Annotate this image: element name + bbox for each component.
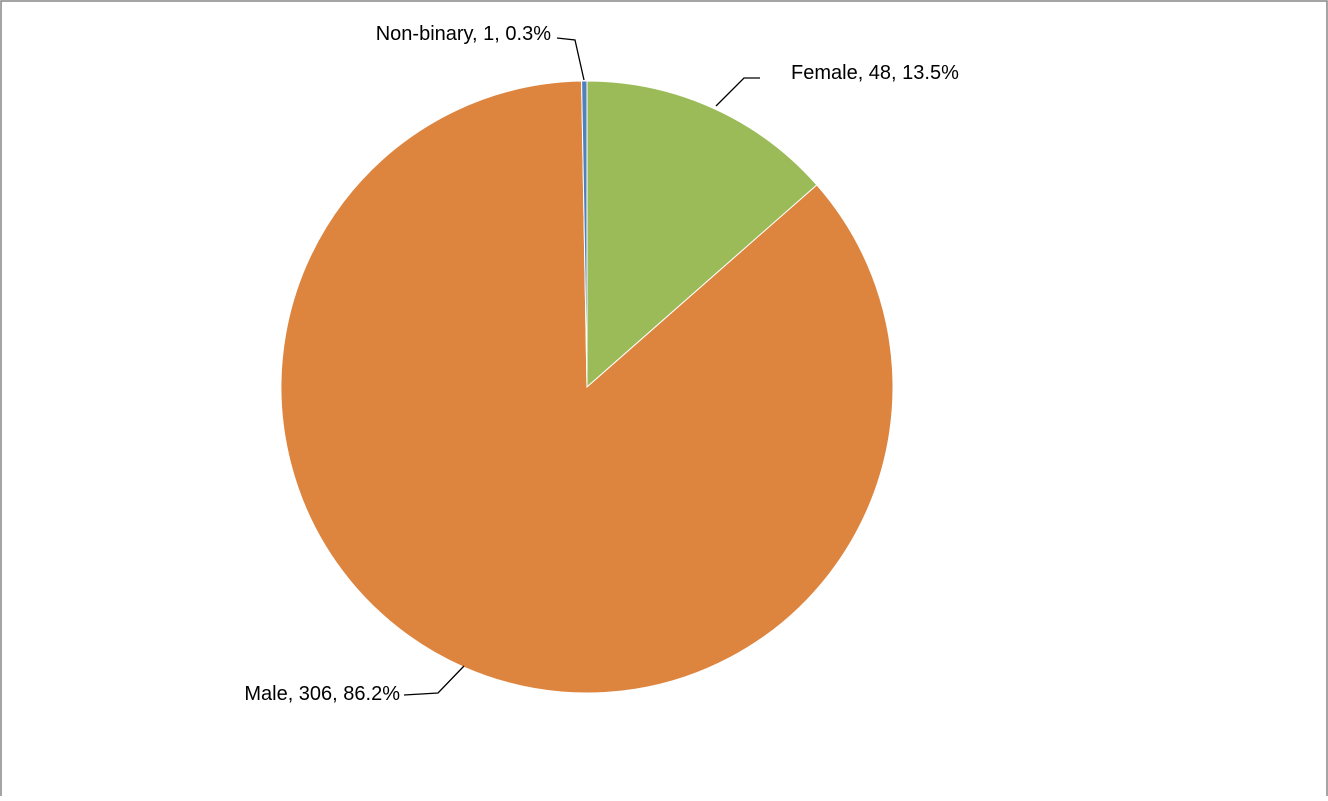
leader-lines [403,37,760,696]
leader-line-female [715,77,760,107]
data-label-male: Male, 306, 86.2% [244,683,400,705]
pie-slice-non-binary [581,80,588,388]
data-label-non-binary: Non-binary, 1, 0.3% [376,23,551,45]
data-labels: Non-binary, 1, 0.3% Female, 48, 13.5% Ma… [244,23,959,705]
data-label-female: Female, 48, 13.5% [791,62,959,84]
pie-slices [280,80,894,694]
leader-line-non-binary [556,37,585,81]
leader-line-male [403,665,465,696]
pie-slice-female [586,80,818,389]
